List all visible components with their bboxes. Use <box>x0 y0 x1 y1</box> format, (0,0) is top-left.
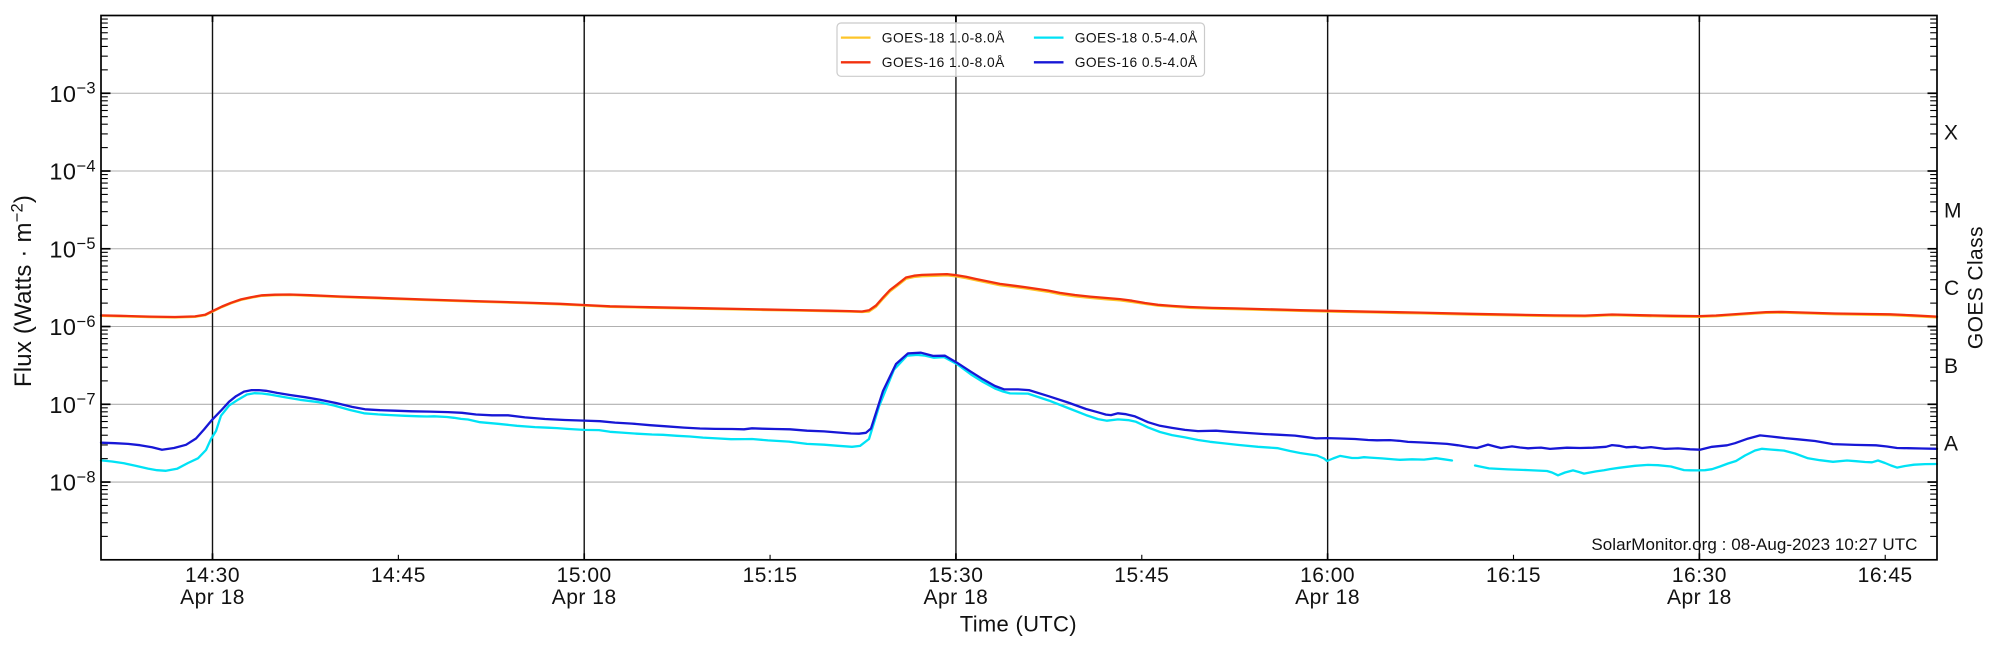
svg-text:15:00: 15:00 <box>557 564 612 587</box>
svg-text:10−3: 10−3 <box>49 80 96 107</box>
svg-text:Flux (Watts · m−2): Flux (Watts · m−2) <box>9 195 38 387</box>
svg-text:16:15: 16:15 <box>1486 564 1541 587</box>
svg-text:Apr 18: Apr 18 <box>1667 586 1732 609</box>
svg-text:X: X <box>1944 122 1958 145</box>
svg-text:Time (UTC): Time (UTC) <box>960 612 1077 637</box>
svg-text:M: M <box>1944 199 1962 222</box>
svg-text:Apr 18: Apr 18 <box>923 586 988 609</box>
svg-text:Apr 18: Apr 18 <box>1295 586 1360 609</box>
svg-text:14:30: 14:30 <box>185 564 240 587</box>
svg-text:15:45: 15:45 <box>1114 564 1169 587</box>
svg-text:16:30: 16:30 <box>1672 564 1727 587</box>
svg-text:GOES-18 0.5-4.0Å: GOES-18 0.5-4.0Å <box>1075 30 1198 46</box>
svg-text:GOES-18 1.0-8.0Å: GOES-18 1.0-8.0Å <box>882 30 1005 46</box>
svg-text:15:30: 15:30 <box>928 564 983 587</box>
svg-text:A: A <box>1944 433 1958 456</box>
svg-text:10−7: 10−7 <box>49 391 96 418</box>
svg-text:C: C <box>1944 277 1959 300</box>
svg-text:10−6: 10−6 <box>49 313 96 340</box>
svg-text:SolarMonitor.org : 08-Aug-2023: SolarMonitor.org : 08-Aug-2023 10:27 UTC <box>1591 535 1917 554</box>
svg-text:14:45: 14:45 <box>371 564 426 587</box>
svg-text:Apr 18: Apr 18 <box>180 586 245 609</box>
svg-text:16:00: 16:00 <box>1300 564 1355 587</box>
svg-text:GOES-16 1.0-8.0Å: GOES-16 1.0-8.0Å <box>882 54 1005 70</box>
svg-text:Apr 18: Apr 18 <box>552 586 617 609</box>
svg-text:16:45: 16:45 <box>1858 564 1913 587</box>
svg-text:GOES Class: GOES Class <box>1965 226 1988 349</box>
svg-text:15:15: 15:15 <box>743 564 798 587</box>
svg-text:B: B <box>1944 355 1958 378</box>
svg-text:GOES-16 0.5-4.0Å: GOES-16 0.5-4.0Å <box>1075 54 1198 70</box>
